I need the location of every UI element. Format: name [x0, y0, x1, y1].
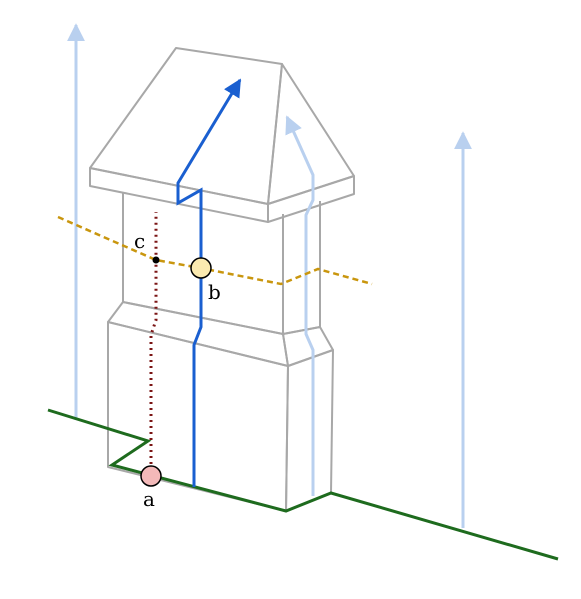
gold-dashed-contour	[57, 215, 373, 286]
cap-slab-side	[267, 175, 355, 223]
label-b: b	[208, 280, 221, 304]
dark-dotted-path	[149, 212, 158, 476]
point-b-marker	[190, 257, 212, 279]
base-front	[107, 321, 289, 512]
bevel-side	[282, 326, 334, 367]
main-blue-path	[176, 78, 242, 487]
faint-path-right	[285, 115, 315, 496]
base-side	[285, 349, 334, 512]
label-c: c	[134, 229, 145, 253]
roof-left-face	[89, 47, 283, 205]
label-a: a	[143, 487, 155, 511]
roof-right-face	[267, 63, 355, 205]
point-c-marker	[152, 256, 160, 264]
point-a-marker	[140, 465, 162, 487]
ground-line	[47, 408, 559, 561]
upper-shaft-bottom-edge	[122, 301, 321, 335]
